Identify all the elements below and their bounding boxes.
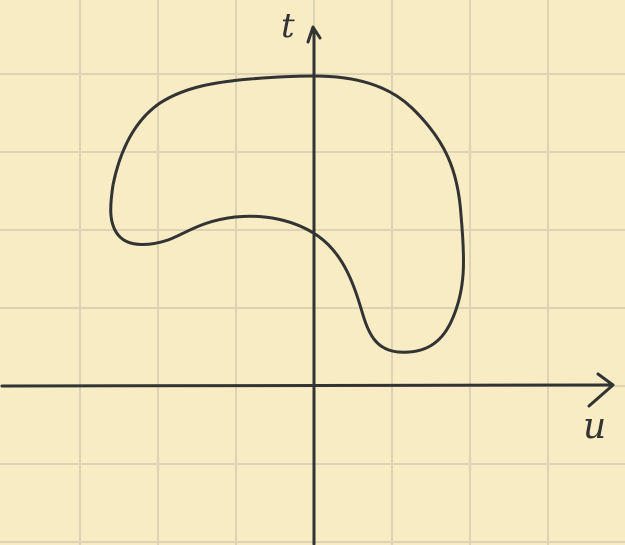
closed-curve	[109, 74, 466, 354]
horizontal-axis-line	[0, 383, 613, 388]
vertical-axis-arrowhead	[306, 25, 322, 44]
vertical-axis-label: t	[281, 6, 295, 46]
horizontal-axis-arrowhead	[587, 372, 615, 408]
horizontal-axis-label: u	[583, 406, 606, 447]
axes	[0, 25, 615, 545]
